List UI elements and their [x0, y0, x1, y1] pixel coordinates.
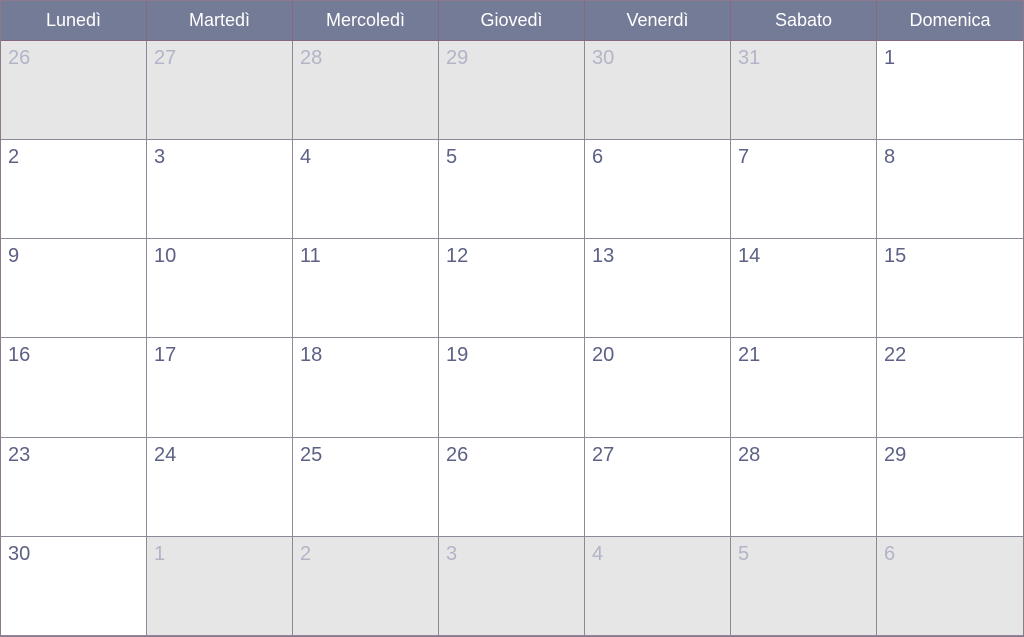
day-number: 4: [592, 542, 604, 565]
day-number: 27: [592, 443, 615, 466]
day-number: 5: [446, 146, 458, 169]
day-cell[interactable]: 5: [439, 140, 585, 240]
outside-month-day-cell[interactable]: 27: [147, 41, 293, 141]
day-number: 22: [884, 344, 907, 367]
day-number: 3: [446, 542, 458, 565]
day-number: 17: [154, 344, 177, 367]
day-number: 26: [8, 47, 31, 69]
day-cell[interactable]: 3: [147, 140, 293, 240]
day-number: 24: [154, 443, 177, 466]
day-cell[interactable]: 23: [1, 437, 147, 537]
day-cell[interactable]: 1: [877, 41, 1023, 141]
day-cell[interactable]: 18: [293, 338, 439, 438]
day-number: 28: [738, 443, 761, 466]
day-number: 28: [300, 47, 323, 69]
day-cell[interactable]: 11: [293, 239, 439, 339]
day-number: 26: [446, 443, 469, 466]
weekday-header: Mercoledì: [293, 1, 439, 41]
day-number: 29: [446, 47, 469, 69]
day-number: 4: [300, 146, 312, 169]
day-number: 18: [300, 344, 323, 367]
day-cell[interactable]: 8: [877, 140, 1023, 240]
outside-month-day-cell[interactable]: 4: [585, 536, 731, 636]
day-number: 23: [8, 443, 31, 466]
day-cell[interactable]: 15: [877, 239, 1023, 339]
day-number: 25: [300, 443, 323, 466]
weekday-header: Sabato: [731, 1, 877, 41]
outside-month-day-cell[interactable]: 29: [439, 41, 585, 141]
day-cell[interactable]: 20: [585, 338, 731, 438]
day-number: 30: [8, 542, 31, 565]
day-number: 27: [154, 47, 177, 69]
weekday-header: Lunedì: [1, 1, 147, 41]
outside-month-day-cell[interactable]: 2: [293, 536, 439, 636]
weekday-header: Giovedì: [439, 1, 585, 41]
day-cell[interactable]: 7: [731, 140, 877, 240]
day-number: 19: [446, 344, 469, 367]
day-number: 5: [738, 542, 750, 565]
weekday-header: Venerdì: [585, 1, 731, 41]
day-number: 3: [154, 146, 166, 169]
weekday-header: Martedì: [147, 1, 293, 41]
day-cell[interactable]: 17: [147, 338, 293, 438]
outside-month-day-cell[interactable]: 28: [293, 41, 439, 141]
day-number: 16: [8, 344, 31, 367]
day-number: 6: [884, 542, 896, 565]
day-cell[interactable]: 2: [1, 140, 147, 240]
outside-month-day-cell[interactable]: 5: [731, 536, 877, 636]
outside-month-day-cell[interactable]: 6: [877, 536, 1023, 636]
day-cell[interactable]: 19: [439, 338, 585, 438]
day-number: 11: [300, 245, 321, 268]
day-cell[interactable]: 28: [731, 437, 877, 537]
day-cell[interactable]: 12: [439, 239, 585, 339]
day-cell[interactable]: 6: [585, 140, 731, 240]
outside-month-day-cell[interactable]: 1: [147, 536, 293, 636]
day-cell[interactable]: 26: [439, 437, 585, 537]
outside-month-day-cell[interactable]: 3: [439, 536, 585, 636]
day-cell[interactable]: 22: [877, 338, 1023, 438]
day-cell[interactable]: 13: [585, 239, 731, 339]
day-number: 8: [884, 146, 896, 169]
day-cell[interactable]: 29: [877, 437, 1023, 537]
outside-month-day-cell[interactable]: 30: [585, 41, 731, 141]
day-number: 15: [884, 245, 907, 268]
day-cell[interactable]: 27: [585, 437, 731, 537]
day-number: 9: [8, 245, 20, 268]
day-cell[interactable]: 14: [731, 239, 877, 339]
outside-month-day-cell[interactable]: 26: [1, 41, 147, 141]
day-number: 30: [592, 47, 615, 69]
day-number: 21: [738, 344, 761, 367]
day-number: 31: [738, 47, 761, 69]
day-cell[interactable]: 21: [731, 338, 877, 438]
weekday-header: Domenica: [877, 1, 1023, 41]
day-cell[interactable]: 9: [1, 239, 147, 339]
day-number: 1: [154, 542, 166, 565]
outside-month-day-cell[interactable]: 31: [731, 41, 877, 141]
day-number: 2: [300, 542, 312, 565]
day-number: 7: [738, 146, 750, 169]
day-number: 6: [592, 146, 604, 169]
day-number: 1: [884, 47, 896, 69]
day-number: 20: [592, 344, 615, 367]
day-cell[interactable]: 25: [293, 437, 439, 537]
day-number: 2: [8, 146, 20, 169]
day-number: 29: [884, 443, 907, 466]
day-cell[interactable]: 10: [147, 239, 293, 339]
day-cell[interactable]: 24: [147, 437, 293, 537]
day-number: 13: [592, 245, 615, 268]
day-number: 12: [446, 245, 469, 268]
day-number: 10: [154, 245, 177, 268]
day-cell[interactable]: 4: [293, 140, 439, 240]
day-number: 14: [738, 245, 761, 268]
day-cell[interactable]: 16: [1, 338, 147, 438]
day-cell[interactable]: 30: [1, 536, 147, 636]
